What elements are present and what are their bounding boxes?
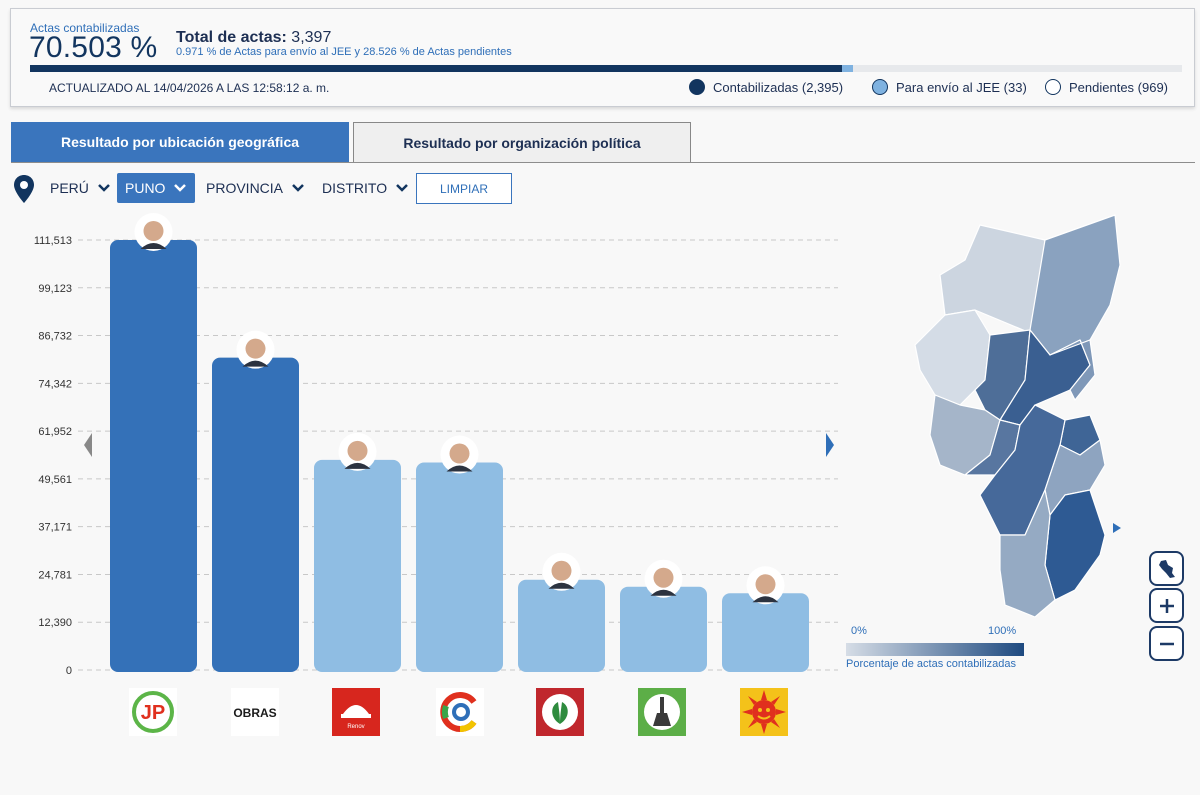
updated-timestamp: ACTUALIZADO AL 14/04/2026 A LAS 12:58:12… <box>49 81 330 95</box>
jp-logo-icon: JP <box>129 688 177 736</box>
actas-label: Actas contabilizadas <box>30 21 140 35</box>
map-zoom-out-button[interactable] <box>1149 626 1184 661</box>
legend-dot-icon <box>1045 79 1061 95</box>
chart-bars <box>110 240 809 672</box>
tab-divider <box>11 162 1195 163</box>
renovacion-logo-text: Renov <box>347 724 364 730</box>
y-tick-label: 111,513 <box>34 235 72 247</box>
bar-3[interactable] <box>314 459 401 672</box>
candidate-avatars <box>134 213 785 605</box>
map-province-north-east[interactable] <box>1029 214 1121 356</box>
map-legend-gradient <box>846 643 1024 656</box>
y-tick-label: 0 <box>66 665 72 677</box>
bar-5[interactable] <box>518 579 605 672</box>
y-tick-label: 86,732 <box>38 331 72 343</box>
total-actas-prefix: Total de actas: <box>176 29 287 46</box>
legend-dot-icon <box>689 79 705 95</box>
bar-6[interactable] <box>620 586 707 672</box>
y-tick-label: 99,123 <box>38 283 72 295</box>
peru-map-icon <box>1158 559 1175 578</box>
chevron-down-icon <box>98 184 110 192</box>
progress-contabilizadas <box>30 65 843 72</box>
map-next-arrow-icon[interactable] <box>1113 523 1121 533</box>
filter-distrito-label: DISTRITO <box>322 180 388 196</box>
chart-next-arrow-icon[interactable] <box>826 433 834 457</box>
map-legend-min: 0% <box>851 625 867 637</box>
candidate-avatar <box>644 559 683 598</box>
tab-ubicacion-geografica[interactable]: Resultado por ubicación geográfica <box>11 122 349 162</box>
c-party-logo-icon: C <box>436 688 484 736</box>
puno-region-map[interactable] <box>905 205 1135 625</box>
total-actas: Total de actas: 3,397 <box>176 29 331 47</box>
renovacion-logo: Renov <box>332 688 380 736</box>
y-tick-label: 49,561 <box>38 474 72 486</box>
filter-provincia[interactable]: PROVINCIA <box>206 173 305 203</box>
sol-logo-icon <box>740 688 788 736</box>
chevron-down-icon <box>292 184 304 192</box>
minus-icon <box>1159 642 1174 645</box>
filter-provincia-label: PROVINCIA <box>206 180 284 196</box>
candidate-avatar <box>542 552 581 591</box>
obras-logo: OBRAS <box>231 688 279 736</box>
bar-4[interactable] <box>416 462 503 672</box>
bar-1[interactable] <box>110 240 197 672</box>
map-legend-max: 100% <box>988 625 1017 637</box>
candidate-avatar <box>134 213 173 251</box>
map-peru-view-button[interactable] <box>1149 551 1184 586</box>
legend-pendientes: Pendientes (969) <box>1045 79 1168 95</box>
filter-region-label: PUNO <box>125 180 166 196</box>
legend-label: Contabilizadas (2,395) <box>713 79 844 95</box>
map-zoom-in-button[interactable] <box>1149 588 1184 623</box>
legend-label: Para envío al JEE (33) <box>896 79 1027 95</box>
results-bar-chart: 111,513 99,123 86,732 74,342 61,952 49,561 37,… <box>34 213 838 677</box>
escoba-logo-icon <box>638 688 686 736</box>
actas-percentage: 70.503 % <box>29 31 158 64</box>
legend-dot-icon <box>872 79 888 95</box>
map-province-south[interactable] <box>999 489 1056 618</box>
chart-prev-arrow-icon[interactable] <box>84 433 92 457</box>
progress-jee <box>842 65 854 72</box>
map-legend-title: Porcentaje de actas contabilizadas <box>846 658 1016 670</box>
filter-region[interactable]: PUNO <box>117 173 196 203</box>
total-actas-value: 3,397 <box>291 29 332 46</box>
jp-logo-text: JP <box>141 702 165 724</box>
renovacion-logo-icon: Renov <box>332 688 380 736</box>
legend-contabilizadas: Contabilizadas (2,395) <box>689 79 843 95</box>
tab-organizacion-politica[interactable]: Resultado por organización política <box>353 122 691 162</box>
c-party-logo-text: C <box>461 714 462 716</box>
clear-filters-button[interactable]: LIMPIAR <box>416 173 512 204</box>
y-tick-label: 37,171 <box>38 522 72 534</box>
summary-header: Actas contabilizadas 70.503 % Total de a… <box>10 8 1195 107</box>
filter-distrito[interactable]: DISTRITO <box>322 173 409 203</box>
actas-progress-bar <box>30 65 1182 72</box>
c-party-logo: C <box>436 688 484 736</box>
verde-logo <box>536 688 584 736</box>
escoba-logo <box>638 688 686 736</box>
y-tick-label: 74,342 <box>38 378 72 390</box>
bar-7[interactable] <box>722 593 809 672</box>
y-tick-label: 12,390 <box>38 617 72 629</box>
plus-icon <box>1159 598 1174 613</box>
obras-logo-text: OBRAS <box>233 706 276 720</box>
obras-logo-icon: OBRAS <box>231 688 279 736</box>
chevron-down-icon <box>396 184 408 192</box>
candidate-avatar <box>440 435 479 474</box>
candidate-avatar <box>236 330 275 369</box>
actas-breakdown-text: 0.971 % de Actas para envío al JEE y 28.… <box>176 46 512 58</box>
map-province-east[interactable] <box>1049 339 1096 401</box>
y-tick-label: 24,781 <box>38 569 72 581</box>
chevron-down-icon <box>174 184 187 192</box>
location-pin-icon <box>14 175 34 203</box>
verde-logo-icon <box>536 688 584 736</box>
jp-logo: JP <box>129 688 177 736</box>
legend-label: Pendientes (969) <box>1069 79 1169 95</box>
candidate-avatar <box>338 432 377 471</box>
candidate-avatar <box>746 566 785 605</box>
filter-pais-label: PERÚ <box>50 180 89 196</box>
legend-jee: Para envío al JEE (33) <box>872 79 1027 95</box>
sol-logo <box>740 688 788 736</box>
bar-2[interactable] <box>212 357 299 672</box>
filter-pais[interactable]: PERÚ <box>50 173 111 203</box>
y-tick-label: 61,952 <box>38 426 72 438</box>
